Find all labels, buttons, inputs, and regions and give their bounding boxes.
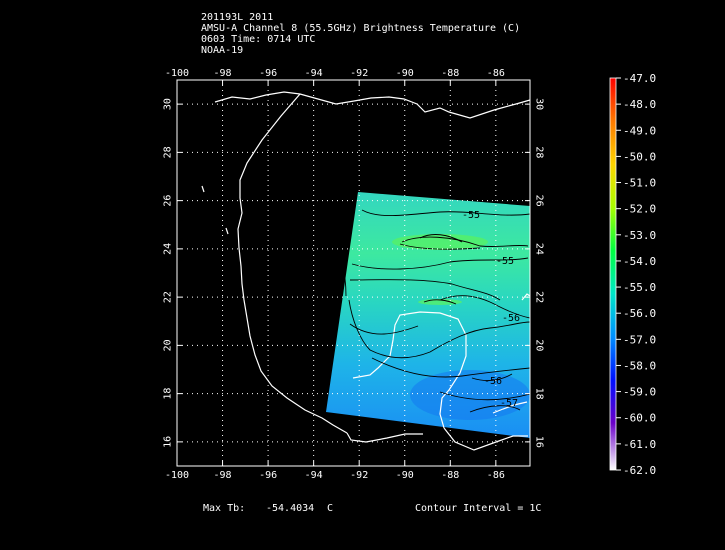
lon-tick-label: -88 bbox=[441, 470, 459, 481]
lon-tick-label: -92 bbox=[350, 68, 368, 79]
colorbar-label: -54.0 bbox=[623, 255, 656, 268]
lon-tick-label: -96 bbox=[259, 470, 277, 481]
title-line-product: AMSU-A Channel 8 (55.5GHz) Brightness Te… bbox=[201, 23, 521, 34]
lat-tick-label: 24 bbox=[534, 243, 545, 255]
colorbar-label: -47.0 bbox=[623, 72, 656, 85]
lat-tick-label: 26 bbox=[163, 195, 174, 207]
lon-tick-label: -98 bbox=[214, 470, 232, 481]
lon-tick-label: -94 bbox=[305, 68, 323, 79]
colorbar-label: -52.0 bbox=[623, 203, 656, 216]
lon-tick-label: -98 bbox=[214, 68, 232, 79]
contour-label: -57 bbox=[500, 398, 518, 409]
lon-tick-label: -90 bbox=[396, 68, 414, 79]
lon-tick-label: -94 bbox=[305, 470, 323, 481]
lat-tick-label: 18 bbox=[534, 388, 545, 400]
lat-tick-label: 30 bbox=[163, 98, 174, 110]
colorbar-label: -62.0 bbox=[623, 464, 656, 477]
contour-label: -55 bbox=[462, 210, 480, 221]
colorbar-label: -57.0 bbox=[623, 333, 656, 346]
max-tb-unit: C bbox=[327, 503, 334, 514]
lat-tick-label: 28 bbox=[163, 146, 174, 158]
coastline bbox=[201, 91, 531, 451]
contour-label: -56 bbox=[502, 313, 520, 324]
lat-tick-label: 30 bbox=[534, 98, 545, 110]
colorbar-label: -55.0 bbox=[623, 281, 656, 294]
lat-tick-label: 20 bbox=[163, 339, 174, 351]
contour-lines bbox=[341, 209, 530, 413]
colorbar-label: -58.0 bbox=[623, 359, 656, 372]
lat-tick-label: 16 bbox=[534, 436, 545, 448]
lon-tick-label: -96 bbox=[259, 68, 277, 79]
colorbar-label: -50.0 bbox=[623, 150, 656, 163]
title-line-satellite: NOAA-19 bbox=[201, 45, 244, 56]
warm-band bbox=[392, 234, 488, 250]
colorbar-label: -48.0 bbox=[623, 98, 656, 111]
lat-tick-label: 28 bbox=[534, 146, 545, 158]
title-line-time: 0603 Time: 0714 UTC bbox=[201, 34, 316, 45]
colorbar-label: -49.0 bbox=[623, 124, 656, 137]
lat-tick-label: 26 bbox=[534, 195, 545, 207]
lat-tick-label: 20 bbox=[534, 339, 545, 351]
colorbar-label: -53.0 bbox=[623, 229, 656, 242]
axis-ticks: -100 -100 -98 -98 -96 -96 -94 -94 -92 -92 -90 -90 -8… bbox=[163, 68, 545, 481]
colorbar bbox=[609, 77, 617, 471]
colorbar-label: -61.0 bbox=[623, 438, 656, 451]
lon-tick-label: -86 bbox=[487, 68, 505, 79]
lon-tick-label: -86 bbox=[487, 470, 505, 481]
contour-interval: Contour Interval = 1C bbox=[415, 503, 542, 514]
title-line-date: 201193L 2011 bbox=[201, 12, 274, 23]
lat-tick-label: 22 bbox=[163, 291, 174, 303]
lat-tick-label: 16 bbox=[163, 436, 174, 448]
max-tb-label: Max Tb: bbox=[203, 503, 246, 514]
lon-tick-label: -100 bbox=[165, 68, 189, 79]
lon-tick-label: -92 bbox=[350, 470, 368, 481]
lat-tick-label: 22 bbox=[534, 291, 545, 303]
contour-label: -56 bbox=[484, 376, 502, 387]
lat-tick-label: 24 bbox=[163, 243, 174, 255]
contour-label: -55 bbox=[496, 256, 514, 267]
lon-tick-label: -100 bbox=[165, 470, 189, 481]
colorbar-label: -56.0 bbox=[623, 307, 656, 320]
colorbar-label: -51.0 bbox=[623, 177, 656, 190]
colorbar-label: -59.0 bbox=[623, 386, 656, 399]
lon-tick-label: -88 bbox=[441, 68, 459, 79]
max-tb-value: -54.4034 bbox=[266, 503, 315, 514]
map-frame bbox=[176, 79, 531, 467]
lon-tick-label: -90 bbox=[396, 470, 414, 481]
colorbar-ticks: -47.0 -48.0 -49.0 -50.0 -51.0 -52.0 -53.0 -54.0… bbox=[616, 72, 656, 477]
colorbar-label: -60.0 bbox=[623, 412, 656, 425]
cold-region bbox=[410, 370, 530, 420]
lat-tick-label: 18 bbox=[163, 388, 174, 400]
